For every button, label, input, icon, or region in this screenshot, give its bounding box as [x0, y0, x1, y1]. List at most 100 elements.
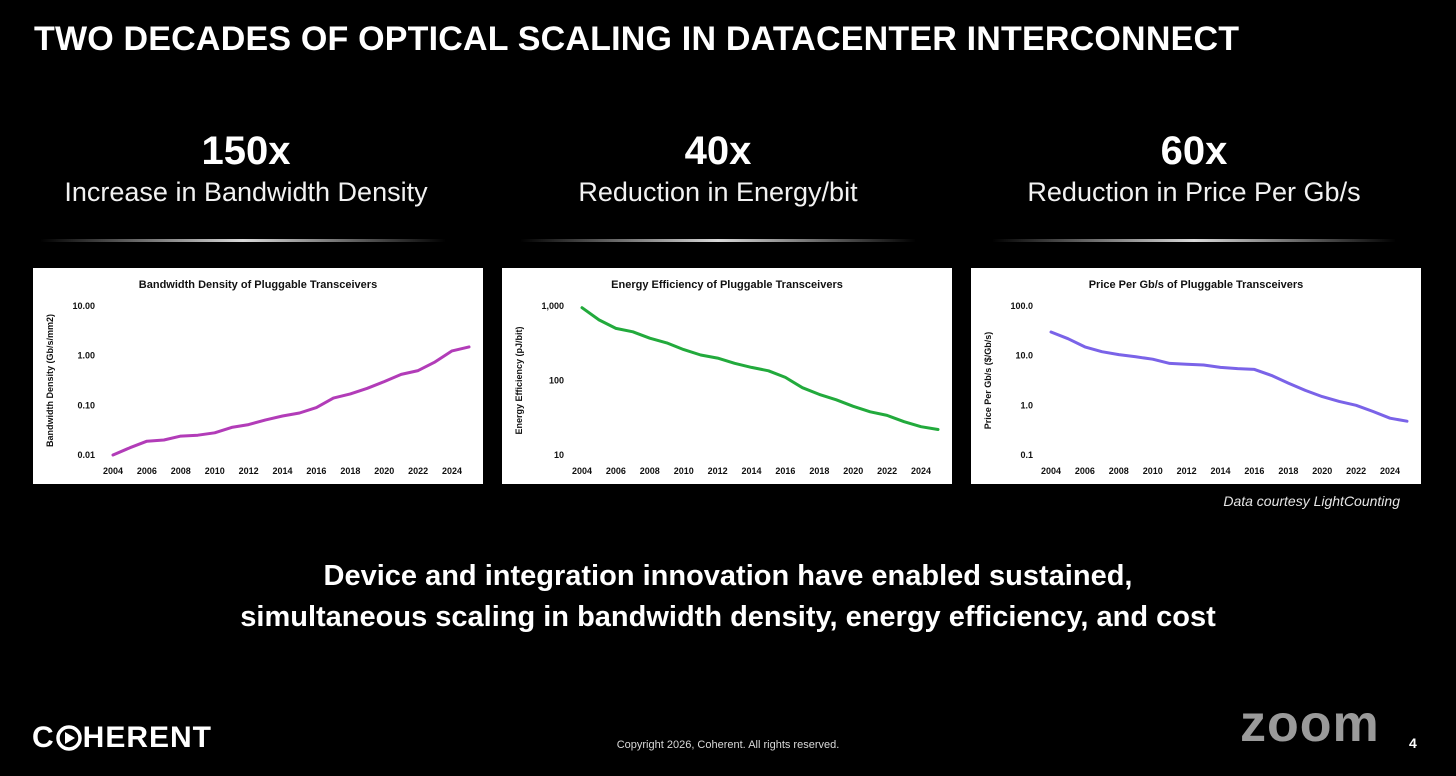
data-point	[1405, 419, 1409, 423]
y-tick-label: 1.0	[1020, 400, 1033, 410]
y-tick-label: 1,000	[541, 301, 564, 311]
x-tick-label: 2022	[877, 466, 897, 476]
data-point	[733, 362, 736, 365]
data-point	[1219, 366, 1222, 369]
stat-price-value: 60x	[1160, 129, 1228, 173]
key-message-line-2: simultaneous scaling in bandwidth densit…	[240, 601, 1216, 633]
y-axis-label: Bandwidth Density (Gb/s/mm2)	[45, 314, 55, 447]
data-point	[366, 387, 369, 390]
x-tick-label: 2008	[171, 466, 191, 476]
x-tick-label: 2014	[1211, 466, 1231, 476]
y-tick-label: 10	[554, 450, 564, 460]
data-point	[298, 411, 301, 415]
slide-title: TWO DECADES OF OPTICAL SCALING IN DATACE…	[34, 20, 1240, 58]
x-tick-label: 2018	[809, 466, 829, 476]
chart-energy-panel: Energy Efficiency of Pluggable Transceiv…	[502, 268, 952, 484]
x-tick-label: 2022	[408, 466, 428, 476]
x-tick-label: 2010	[205, 466, 225, 476]
data-point	[631, 330, 635, 334]
data-point	[818, 393, 821, 396]
data-point	[1270, 374, 1273, 377]
x-tick-label: 2010	[674, 466, 694, 476]
y-axis-label: Energy Efficiency (pJ/bit)	[514, 326, 524, 434]
y-tick-label: 100	[549, 376, 564, 386]
stat-energy: 40x Reduction in Energy/bit	[488, 128, 948, 210]
data-point	[213, 431, 216, 434]
data-point	[1321, 395, 1324, 398]
data-point	[784, 376, 787, 379]
data-point	[716, 356, 719, 360]
data-point	[682, 348, 685, 351]
x-tick-label: 2006	[1075, 466, 1095, 476]
data-point	[128, 446, 132, 449]
copyright: Copyright 2026, Coherent. All rights res…	[616, 739, 840, 751]
chart-price-panel: Price Per Gb/s of Pluggable Transceivers…	[971, 268, 1421, 484]
logo-rest: HERENT	[82, 721, 213, 754]
chart-title: Price Per Gb/s of Pluggable Transceivers	[1089, 279, 1304, 291]
key-message: Device and integration innovation have e…	[0, 556, 1456, 638]
data-point	[281, 414, 284, 418]
x-tick-label: 2012	[1177, 466, 1197, 476]
data-point	[230, 426, 233, 429]
y-tick-label: 10.00	[72, 301, 95, 311]
chart-bandwidth-panel: Bandwidth Density of Pluggable Transceiv…	[33, 268, 483, 484]
data-point	[580, 306, 584, 309]
x-tick-label: 2024	[911, 466, 931, 476]
x-tick-label: 2018	[1278, 466, 1298, 476]
data-point	[264, 418, 267, 422]
x-tick-label: 2008	[1109, 466, 1129, 476]
x-tick-label: 2022	[1346, 466, 1366, 476]
data-point	[885, 414, 889, 417]
x-tick-label: 2014	[742, 466, 762, 476]
divider-energy	[520, 239, 916, 242]
y-axis-label: Price Per Gb/s ($/Gb/s)	[983, 332, 993, 430]
data-point	[597, 318, 601, 322]
data-point	[1049, 330, 1053, 334]
x-tick-label: 2004	[103, 466, 123, 476]
chart-energy: Energy Efficiency of Pluggable Transceiv…	[514, 279, 940, 476]
data-point	[1388, 417, 1392, 420]
stat-energy-value: 40x	[684, 129, 752, 173]
key-message-line-1: Device and integration innovation have e…	[323, 560, 1133, 592]
stat-bandwidth-value: 150x	[201, 129, 291, 173]
x-tick-label: 2024	[1380, 466, 1400, 476]
data-point	[433, 360, 437, 364]
data-point	[1253, 368, 1256, 371]
y-tick-label: 10.0	[1015, 351, 1033, 361]
stat-bandwidth-label: Increase in Bandwidth Density	[64, 177, 428, 207]
x-tick-label: 2006	[606, 466, 626, 476]
stat-price: 60x Reduction in Price Per Gb/s	[964, 128, 1424, 210]
y-tick-label: 100.0	[1010, 301, 1033, 311]
stat-bandwidth: 150x Increase in Bandwidth Density	[16, 128, 476, 210]
data-point	[665, 341, 668, 345]
chart-bandwidth: Bandwidth Density of Pluggable Transceiv…	[45, 279, 471, 476]
coherent-mark-icon	[55, 725, 82, 751]
coherent-logo: C HERENT	[32, 718, 212, 758]
chart-price: Price Per Gb/s of Pluggable Transceivers…	[983, 279, 1409, 476]
data-point	[196, 434, 199, 437]
chart-title: Bandwidth Density of Pluggable Transceiv…	[139, 279, 377, 291]
data-point	[349, 392, 352, 396]
x-tick-label: 2004	[572, 466, 592, 476]
divider-price	[992, 239, 1396, 242]
x-tick-label: 2010	[1143, 466, 1163, 476]
data-point	[868, 410, 872, 414]
data-point	[145, 439, 149, 443]
data-point	[648, 336, 652, 340]
series-line	[580, 306, 940, 431]
data-point	[835, 398, 838, 402]
stat-price-label: Reduction in Price Per Gb/s	[1027, 177, 1361, 207]
x-tick-label: 2012	[239, 466, 259, 476]
y-tick-label: 0.1	[1020, 450, 1033, 460]
data-point	[1100, 350, 1104, 353]
data-courtesy: Data courtesy LightCounting	[1223, 493, 1400, 509]
data-point	[383, 380, 386, 383]
series-line	[111, 345, 471, 457]
data-point	[1304, 389, 1307, 392]
x-tick-label: 2014	[273, 466, 293, 476]
data-point	[1202, 363, 1205, 367]
data-point	[1066, 337, 1070, 340]
data-point	[1151, 357, 1154, 361]
data-point	[1117, 353, 1121, 356]
data-point	[467, 345, 471, 349]
